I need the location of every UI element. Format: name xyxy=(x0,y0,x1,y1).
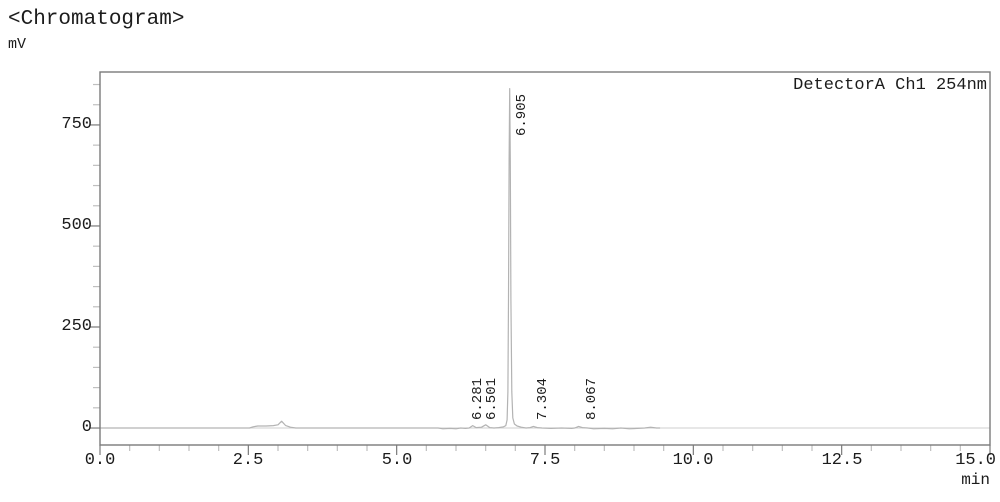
chromatogram-trace xyxy=(100,87,661,430)
detector-channel-label: DetectorA Ch1 254nm xyxy=(793,76,987,95)
x-tick-label-15-0: 15.0 xyxy=(955,451,996,470)
y-axis-unit-label: mV xyxy=(8,36,27,53)
minor-ticks xyxy=(93,83,961,451)
x-tick-label-7-5: 7.5 xyxy=(529,451,561,470)
x-tick-label-0-0: 0.0 xyxy=(84,451,116,470)
y-tick-label-500: 500 xyxy=(61,216,92,235)
x-axis-unit-label: min xyxy=(961,471,990,489)
peak-label-6-905: 6.905 xyxy=(514,93,530,136)
peak-label-7-304: 7.304 xyxy=(535,377,551,420)
y-tick-label-750: 750 xyxy=(61,115,92,134)
page-title: <Chromatogram> xyxy=(8,8,185,31)
x-tick-label-12-5: 12.5 xyxy=(821,451,863,470)
y-tick-label-250: 250 xyxy=(61,317,92,336)
peak-label-6-501: 6.501 xyxy=(484,377,500,420)
x-tick-label-2-5: 2.5 xyxy=(232,451,264,470)
x-tick-label-10-0: 10.0 xyxy=(672,451,714,470)
x-tick-label-5-0: 5.0 xyxy=(381,451,413,470)
peak-label-8-067: 8.067 xyxy=(584,377,600,420)
y-tick-label-0: 0 xyxy=(81,418,92,437)
